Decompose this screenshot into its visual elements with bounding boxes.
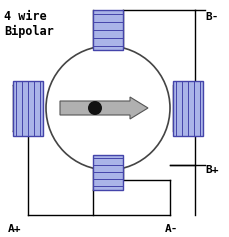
Bar xyxy=(13,81,43,136)
Circle shape xyxy=(46,46,170,170)
Text: A+: A+ xyxy=(8,224,22,234)
Bar xyxy=(173,81,203,136)
Text: B+: B+ xyxy=(205,165,218,175)
Circle shape xyxy=(88,101,102,115)
Bar xyxy=(93,10,123,50)
Text: A-: A- xyxy=(165,224,178,234)
Text: 4 wire
Bipolar: 4 wire Bipolar xyxy=(4,10,54,38)
FancyArrow shape xyxy=(60,97,148,119)
Bar xyxy=(93,155,123,190)
Text: B-: B- xyxy=(205,12,218,22)
